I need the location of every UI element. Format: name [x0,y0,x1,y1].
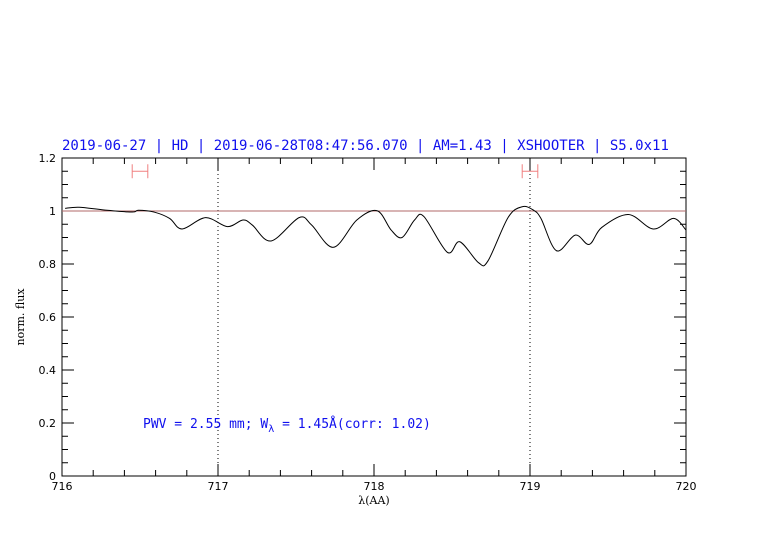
pwv-annotation: PWV = 2.55 mm; Wλ = 1.45Å(corr: 1.02) [143,416,431,435]
y-tick-label: 0 [49,470,56,483]
y-tick-label: 0.4 [39,364,57,377]
x-tick-label: 716 [52,480,73,493]
x-tick-label: 718 [364,480,385,493]
x-tick-label: 717 [208,480,229,493]
x-axis-label: λ(AA) [358,494,389,507]
y-tick-label: 0.8 [39,258,57,271]
y-tick-label: 1 [49,205,56,218]
y-axis-label: norm. flux [14,288,27,346]
y-tick-label: 1.2 [39,152,57,165]
x-tick-labels: 716 717 718 719 720 [52,480,697,493]
y-tick-label: 0.2 [39,417,57,430]
y-tick-label: 0.6 [39,311,57,324]
x-tick-label: 720 [676,480,697,493]
flux-series-line [65,205,687,267]
error-bars [131,164,539,179]
y-tick-labels: 0 0.2 0.4 0.6 0.8 1 1.2 [39,152,57,483]
chart-title: 2019-06-27 | HD | 2019-06-28T08:47:56.07… [62,138,669,154]
x-tick-label: 719 [520,480,541,493]
